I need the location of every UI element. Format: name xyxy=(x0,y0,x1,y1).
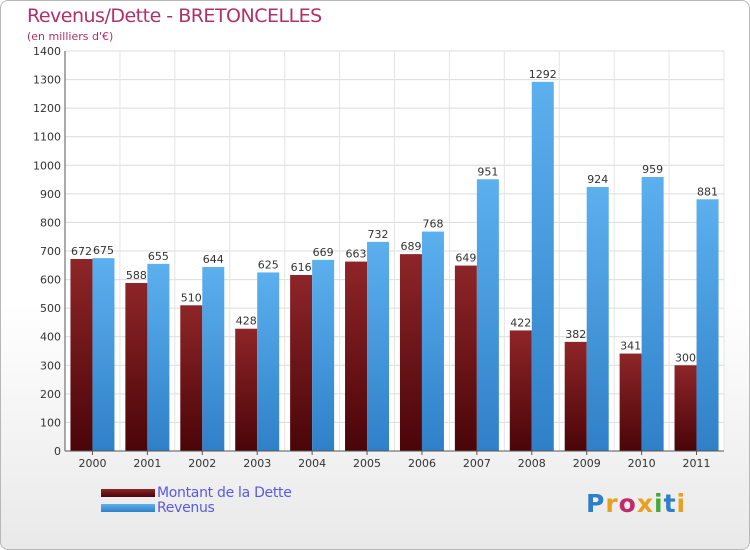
y-tick-label: 800 xyxy=(40,216,61,229)
proxiti-logo: Proxiti xyxy=(586,489,687,518)
chart-subtitle: (en milliers d'€) xyxy=(27,30,114,43)
bar-debt-2009 xyxy=(564,341,587,451)
bar-debt-2007 xyxy=(454,265,477,451)
bar-debt-2010 xyxy=(619,353,642,451)
y-tick-label: 500 xyxy=(40,302,61,315)
data-label-debt-2011: 300 xyxy=(675,351,696,364)
bar-debt-2000 xyxy=(70,259,93,451)
bars xyxy=(70,81,719,452)
bar-revenue-2000 xyxy=(92,258,115,451)
grid-lines xyxy=(64,50,725,452)
data-label-revenue-2003: 625 xyxy=(258,258,279,271)
y-tick-label: 0 xyxy=(54,445,61,458)
y-tick-label: 1000 xyxy=(33,159,61,172)
data-label-revenue-2005: 732 xyxy=(368,228,389,241)
data-label-revenue-2010: 959 xyxy=(642,163,663,176)
data-label-debt-2002: 510 xyxy=(181,291,202,304)
data-label-debt-2008: 422 xyxy=(510,316,531,329)
legend-label-debt: Montant de la Dette xyxy=(157,485,292,501)
x-tick-label: 2002 xyxy=(188,457,216,470)
data-label-debt-2003: 428 xyxy=(236,315,257,328)
bar-revenue-2011 xyxy=(696,199,719,451)
data-label-debt-2010: 341 xyxy=(620,340,641,353)
x-tick-label: 2001 xyxy=(133,457,161,470)
y-tick-label: 900 xyxy=(40,188,61,201)
bar-debt-2008 xyxy=(509,330,532,451)
data-label-debt-2006: 689 xyxy=(400,240,421,253)
bar-debt-2004 xyxy=(290,275,313,451)
x-tick-label: 2003 xyxy=(243,457,271,470)
bar-revenue-2006 xyxy=(421,231,444,451)
x-tick-label: 2007 xyxy=(463,457,491,470)
bar-debt-2011 xyxy=(674,365,697,451)
data-label-debt-2004: 616 xyxy=(291,261,312,274)
data-label-debt-2007: 649 xyxy=(455,252,476,265)
bar-revenue-2007 xyxy=(476,179,499,452)
bar-revenue-2010 xyxy=(641,177,664,451)
y-tick-label: 200 xyxy=(40,388,61,401)
axes: 0 100 200 300 400 500 600 700 800 900 1000 1100 1200… xyxy=(33,45,724,470)
y-tick-label: 400 xyxy=(40,331,61,344)
x-tick-label: 2005 xyxy=(353,457,381,470)
y-tick-label: 600 xyxy=(40,274,61,287)
x-tick-label: 2010 xyxy=(628,457,656,470)
legend-swatch-debt xyxy=(101,489,155,497)
bar-debt-2005 xyxy=(345,261,368,451)
bar-revenue-2001 xyxy=(147,263,170,451)
data-label-debt-2005: 663 xyxy=(346,248,367,261)
x-tick-label: 2004 xyxy=(298,457,326,470)
data-label-revenue-2008: 1292 xyxy=(529,68,557,81)
y-tick-label: 300 xyxy=(40,359,61,372)
data-label-revenue-2004: 669 xyxy=(313,246,334,259)
data-label-debt-2001: 588 xyxy=(126,269,147,282)
bar-revenue-2003 xyxy=(257,272,280,451)
y-tick-label: 1400 xyxy=(33,45,61,58)
data-label-revenue-2011: 881 xyxy=(697,185,718,198)
y-tick-label: 1100 xyxy=(33,131,61,144)
data-label-revenue-2001: 655 xyxy=(148,250,169,263)
bar-revenue-2004 xyxy=(312,259,335,451)
data-label-revenue-2006: 768 xyxy=(422,218,443,231)
data-label-revenue-2007: 951 xyxy=(477,165,498,178)
chart-title: Revenus/Dette - BRETONCELLES xyxy=(27,5,322,27)
bar-debt-2002 xyxy=(180,305,203,451)
bar-revenue-2002 xyxy=(202,267,225,451)
data-label-revenue-2002: 644 xyxy=(203,253,224,266)
data-label-debt-2009: 382 xyxy=(565,328,586,341)
legend-label-revenue: Revenus xyxy=(157,500,215,516)
y-tick-label: 100 xyxy=(40,416,61,429)
y-tick-label: 700 xyxy=(40,245,61,258)
x-tick-label: 2011 xyxy=(683,457,711,470)
data-label-debt-2000: 672 xyxy=(71,245,92,258)
bar-debt-2006 xyxy=(399,254,422,451)
legend-swatch-revenue xyxy=(101,504,155,512)
bar-revenue-2005 xyxy=(367,241,390,451)
x-tick-label: 2000 xyxy=(78,457,106,470)
data-label-revenue-2000: 675 xyxy=(93,244,114,257)
x-tick-label: 2008 xyxy=(518,457,546,470)
data-label-revenue-2009: 924 xyxy=(587,173,608,186)
x-tick-label: 2006 xyxy=(408,457,436,470)
bar-debt-2003 xyxy=(235,328,258,451)
bar-revenue-2008 xyxy=(531,81,554,451)
y-tick-label: 1300 xyxy=(33,74,61,87)
bar-revenue-2009 xyxy=(586,187,609,451)
y-tick-label: 1200 xyxy=(33,102,61,115)
bar-debt-2001 xyxy=(125,283,148,451)
x-tick-label: 2009 xyxy=(573,457,601,470)
